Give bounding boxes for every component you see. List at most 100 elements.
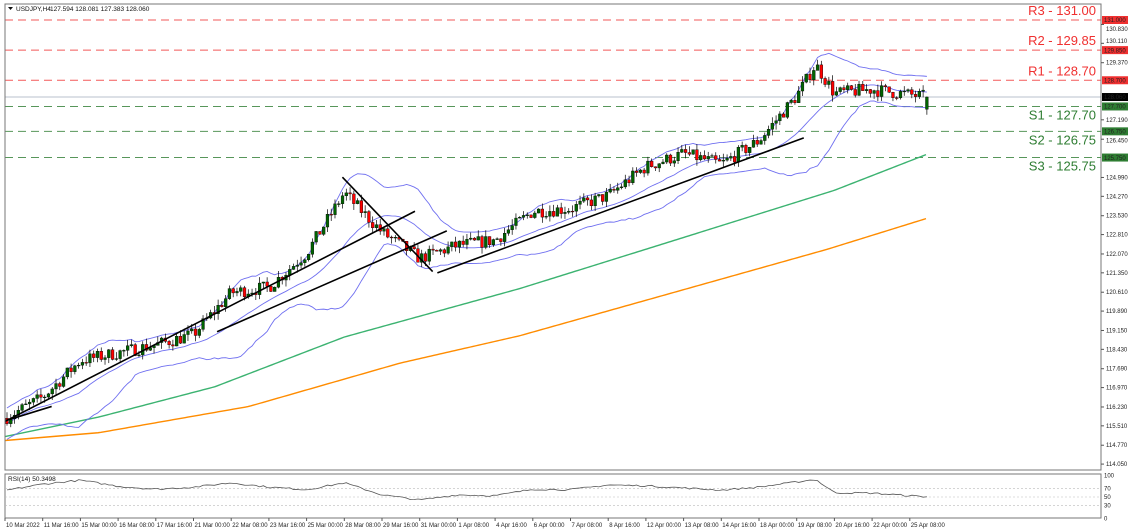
x-tick-label: 13 Apr 08:00 [685, 523, 720, 529]
y-tick-label: 121.350 [1106, 271, 1128, 277]
bull-candle [525, 212, 529, 219]
candle-body [491, 239, 495, 246]
bull-candle [77, 362, 81, 369]
candle-body [815, 64, 820, 71]
candle-body [88, 353, 92, 364]
bear-candle [367, 209, 371, 228]
bear-candle [868, 89, 872, 98]
candle-body [103, 357, 107, 360]
bear-candle [585, 195, 590, 206]
bear-candle [831, 75, 835, 102]
price-tag-resistance [1102, 46, 1128, 55]
candle-body [604, 191, 609, 202]
bull-candle [680, 144, 684, 154]
candle-body [838, 87, 842, 92]
bear-candle [552, 204, 556, 218]
rsi-axis-label: 0 [1104, 517, 1108, 523]
x-tick-label: 7 Apr 08:00 [572, 523, 603, 529]
bull-candle [303, 258, 307, 267]
candle-body [314, 231, 318, 243]
trendline [437, 137, 805, 274]
bull-candle [227, 285, 232, 300]
bear-candle [178, 330, 183, 344]
candle-body [363, 211, 367, 213]
rsi-axis-label: 30 [1104, 504, 1111, 510]
candle-body [457, 240, 461, 248]
bull-candle [906, 88, 910, 93]
bull-candle [374, 220, 379, 232]
level-labels: R3 - 131.00 R2 - 129.85 R1 - 128.70 S1 - 12… [1028, 4, 1096, 174]
candle-body [322, 226, 326, 235]
y-tick-label: 116.970 [1106, 386, 1128, 392]
candle-body [46, 393, 51, 398]
bull-candle [536, 208, 541, 214]
candle-body [891, 92, 895, 98]
bear-candle [883, 83, 888, 92]
bull-candle [857, 80, 861, 97]
candle-body [729, 156, 733, 159]
bull-candle [751, 134, 756, 148]
bear-candle [842, 84, 846, 93]
candle-body [295, 264, 299, 267]
current-price-tag [1102, 93, 1128, 102]
bear-candle [627, 175, 631, 187]
x-tick-label: 18 Apr 00:00 [760, 523, 795, 529]
bear-candle [359, 194, 363, 218]
candle-body [503, 233, 507, 242]
candle-body [35, 394, 39, 399]
bull-candle [902, 86, 906, 96]
bull-candle [544, 211, 548, 220]
bear-candle [887, 86, 891, 94]
price-tag-support [1102, 102, 1128, 111]
bull-candle [770, 117, 774, 136]
bull-candle [182, 328, 186, 344]
rsi-label: RSI(14) 50.3498 [8, 476, 56, 483]
bull-candle [273, 286, 277, 292]
candle-body [570, 210, 575, 213]
rsi-plot-frame [4, 473, 1102, 519]
candle-body [273, 286, 277, 292]
bull-candle [593, 192, 597, 212]
candle-body [393, 237, 397, 239]
bollinger-lower-band [6, 100, 927, 440]
bull-candle [759, 138, 763, 145]
trendline [216, 230, 448, 333]
trendlines[interactable] [5, 137, 805, 423]
candle-body [714, 155, 718, 160]
candle-body [782, 113, 786, 118]
candle-body [804, 73, 808, 83]
candle-body [770, 122, 774, 130]
candle-body [574, 204, 578, 212]
x-tick-label: 22 Mar 08:00 [232, 523, 268, 529]
x-tick-label: 29 Mar 16:00 [383, 523, 419, 529]
candle-body [73, 365, 77, 372]
x-tick-label: 12 Apr 00:00 [647, 523, 682, 529]
candle-body [887, 86, 891, 93]
candle-body [431, 248, 435, 251]
candle-body [684, 149, 688, 153]
candle-body [857, 84, 861, 96]
bull-candle [382, 226, 386, 236]
price-tag-text: 126.750 [1104, 130, 1126, 136]
rsi-axis: 100 70 50 30 0 [1104, 474, 1115, 523]
dropdown-triangle-icon[interactable] [8, 7, 13, 10]
bull-candle [450, 241, 454, 252]
bull-candle [333, 199, 337, 219]
bear-candle [348, 187, 352, 201]
bear-candle [99, 347, 103, 362]
y-tick-label: 118.430 [1106, 347, 1128, 353]
bull-candle [789, 98, 793, 105]
candle-body [616, 187, 620, 191]
candle-body [389, 236, 394, 239]
candle-body [763, 135, 767, 141]
rsi-axis-label: 100 [1104, 474, 1115, 480]
candle-body [197, 329, 201, 336]
candle-body [307, 254, 311, 260]
candle-body [446, 246, 450, 254]
candle-body [552, 211, 556, 217]
bull-candle [175, 333, 179, 347]
bear-candle [472, 237, 477, 241]
bull-candle [778, 111, 782, 125]
candle-body [92, 353, 96, 358]
